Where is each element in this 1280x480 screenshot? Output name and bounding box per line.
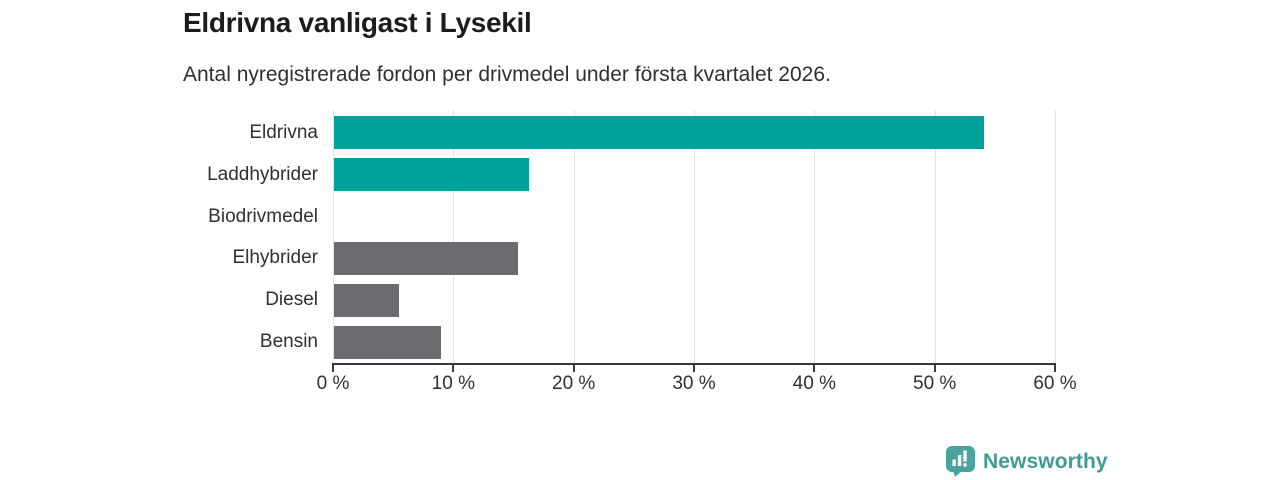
bar-diesel bbox=[334, 283, 399, 317]
x-axis-tick-label-40pct: 40 % bbox=[792, 373, 836, 394]
x-axis-tick-0pct bbox=[332, 363, 334, 372]
newsworthy-brand: Newsworthy bbox=[946, 446, 1108, 477]
category-label-eldrivna: Eldrivna bbox=[249, 121, 318, 143]
x-axis-tick-label-60pct: 60 % bbox=[1033, 373, 1077, 394]
bar-laddhybrider bbox=[334, 158, 529, 192]
x-axis-tick-label-0pct: 0 % bbox=[316, 373, 350, 394]
bar-elhybrider bbox=[334, 241, 519, 275]
newsworthy-logo-icon bbox=[946, 446, 975, 477]
logo-bar-medium bbox=[957, 455, 962, 466]
x-axis-tick-60pct bbox=[1054, 363, 1056, 372]
logo-exclamation-dot bbox=[963, 463, 967, 467]
x-axis-tick-label-50pct: 50 % bbox=[913, 373, 957, 394]
gridline-40pct bbox=[814, 110, 816, 363]
bar-bensin bbox=[334, 325, 442, 359]
chart-subtitle: Antal nyregistrerade fordon per drivmede… bbox=[183, 63, 831, 86]
x-axis-tick-20pct bbox=[572, 363, 575, 372]
logo-bar-short bbox=[952, 459, 956, 466]
gridline-50pct bbox=[934, 110, 936, 363]
x-axis-tick-label-10pct: 10 % bbox=[431, 373, 475, 394]
category-label-bensin: Bensin bbox=[259, 331, 318, 353]
category-label-laddhybrider: Laddhybrider bbox=[207, 163, 318, 185]
category-label-elhybrider: Elhybrider bbox=[232, 247, 318, 269]
gridline-10pct bbox=[453, 110, 455, 363]
x-axis-tick-30pct bbox=[693, 363, 695, 372]
x-axis-tick-label-20pct: 20 % bbox=[552, 373, 596, 394]
x-axis-tick-40pct bbox=[813, 363, 816, 372]
newsworthy-brand-name: Newsworthy bbox=[983, 449, 1108, 473]
gridline-30pct bbox=[694, 110, 695, 363]
category-label-diesel: Diesel bbox=[265, 289, 318, 311]
x-axis-tick-label-30pct: 30 % bbox=[672, 373, 716, 394]
gridline-60pct bbox=[1055, 110, 1056, 363]
logo-exclamation-bar bbox=[963, 450, 967, 462]
gridline-20pct bbox=[573, 110, 575, 363]
bar-eldrivna bbox=[334, 116, 984, 150]
category-label-biodrivmedel: Biodrivmedel bbox=[208, 205, 318, 227]
gridline-0pct bbox=[333, 110, 334, 363]
x-axis-tick-50pct bbox=[933, 363, 936, 372]
x-axis-tick-10pct bbox=[452, 363, 455, 372]
chart-title: Eldrivna vanligast i Lysekil bbox=[183, 7, 532, 38]
